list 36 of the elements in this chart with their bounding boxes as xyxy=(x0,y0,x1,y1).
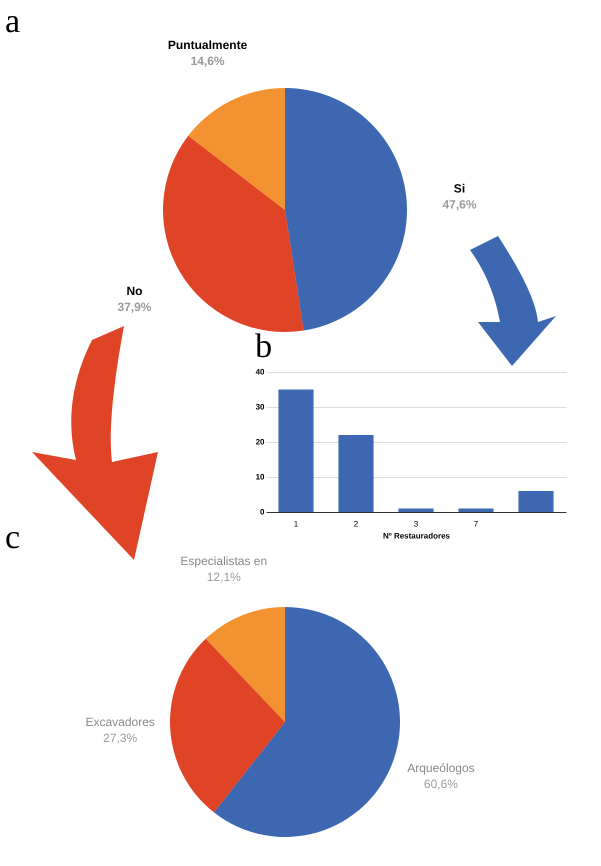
pie-slice xyxy=(214,607,400,837)
slice-label: No xyxy=(126,284,142,298)
y-tick-label: 40 xyxy=(256,368,266,376)
data-label: 47,6% xyxy=(442,198,477,212)
bar xyxy=(458,508,494,512)
x-tick-label: 2 xyxy=(354,520,359,528)
y-tick-label: 10 xyxy=(256,472,266,482)
data-label: 14,6% xyxy=(190,54,225,68)
bar xyxy=(338,435,374,512)
pie-slice xyxy=(206,607,285,722)
pie-slice xyxy=(170,638,285,812)
bar xyxy=(518,491,554,512)
slice-label: Arqueólogos xyxy=(407,760,475,775)
x-axis-title: Nº Restauradores xyxy=(383,532,451,540)
y-tick-label: 20 xyxy=(256,438,266,446)
pie-slice xyxy=(188,88,285,210)
chart-title: b xyxy=(255,328,272,365)
slice-label: Excavadores xyxy=(85,714,155,729)
x-tick-label: 7 xyxy=(474,520,479,528)
bar xyxy=(278,390,314,512)
data-label: 60,6% xyxy=(424,776,458,791)
chart-title: a xyxy=(5,3,20,40)
slice-label: Especialistas en xyxy=(180,554,268,568)
data-label: 12,1% xyxy=(206,570,242,584)
slice-label: Puntualmente xyxy=(168,38,248,52)
y-tick-label: 0 xyxy=(260,508,266,516)
slice-label: Si xyxy=(454,182,466,196)
bar xyxy=(398,508,434,512)
y-tick-label: 30 xyxy=(256,402,266,412)
data-label: 27,3% xyxy=(103,730,138,745)
pie-slice xyxy=(285,88,407,331)
x-tick-label: 1 xyxy=(294,520,299,528)
x-tick-label: 3 xyxy=(414,520,419,528)
data-label: 37,9% xyxy=(117,300,152,314)
chart-title: c xyxy=(5,518,20,556)
pie-slice xyxy=(163,136,304,332)
